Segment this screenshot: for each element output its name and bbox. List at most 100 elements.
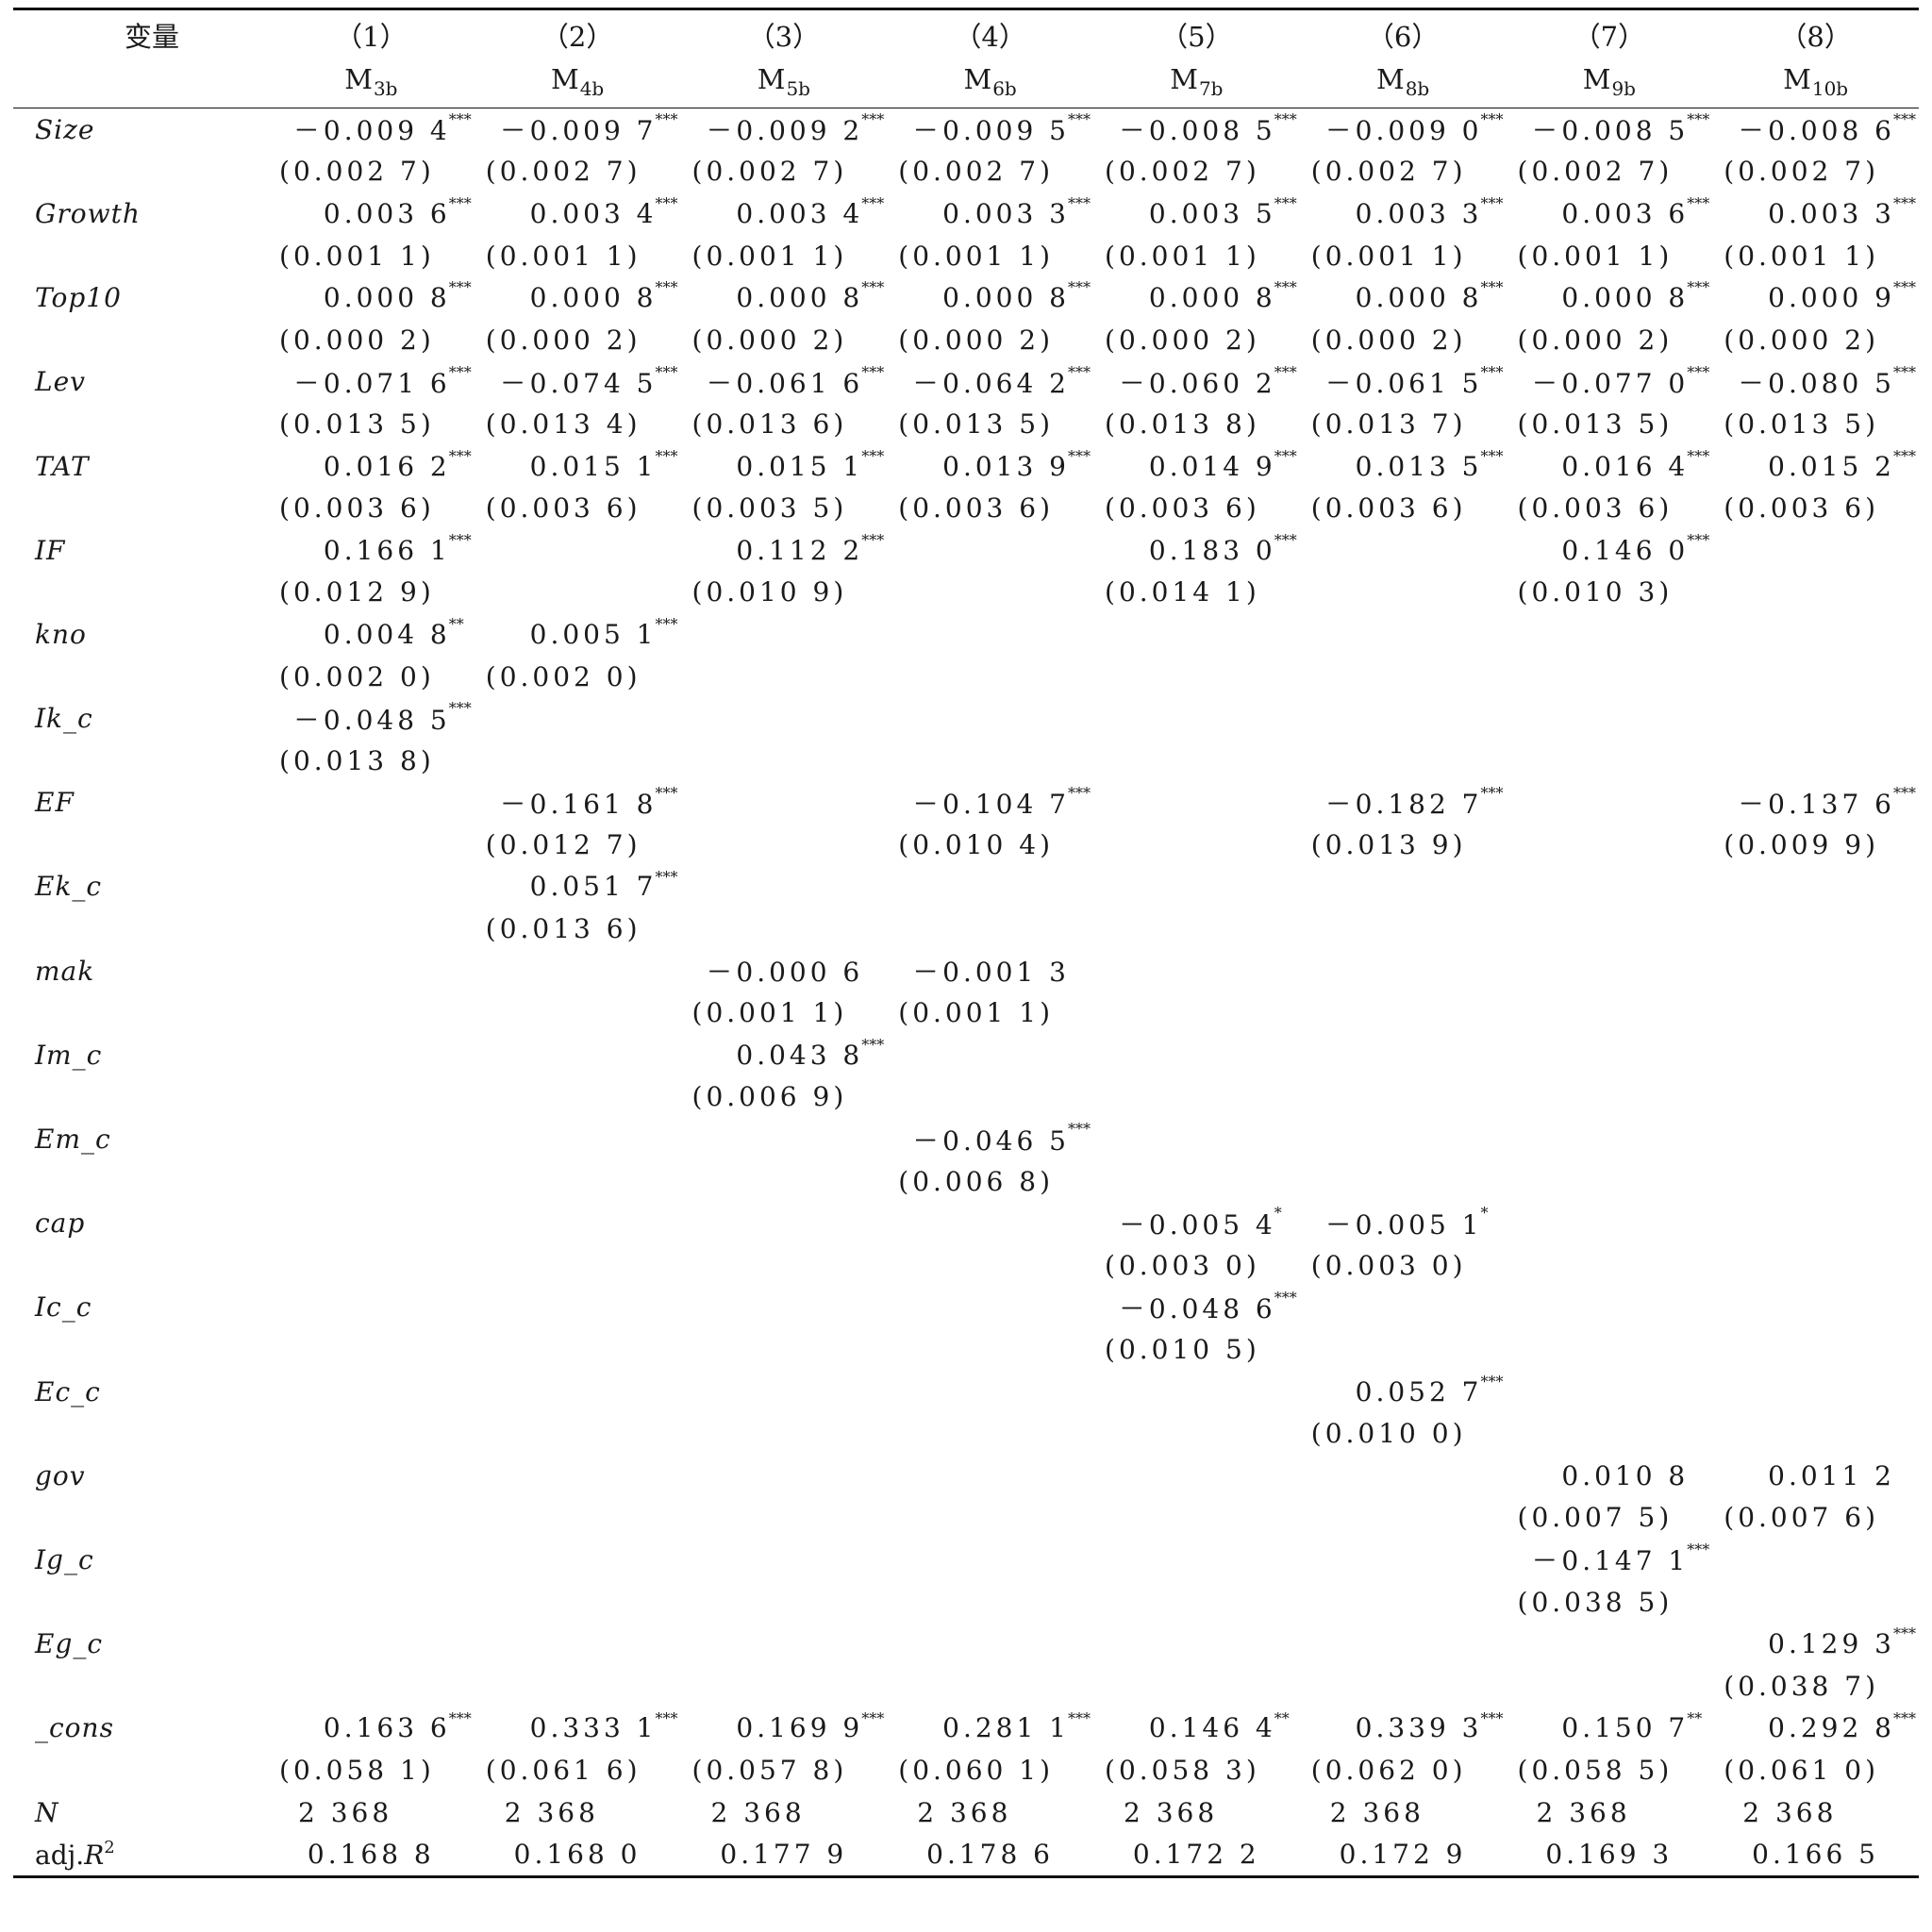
coefficient-value: －0.061 6 <box>706 367 864 399</box>
coefficient-cell: －0.161 8 *** <box>475 782 681 824</box>
coefficient-value: 0.016 4 <box>1561 450 1690 482</box>
coefficient-cell <box>1507 1287 1713 1329</box>
coefficient-value: 0.003 6 <box>1561 197 1690 229</box>
standard-error-cell <box>475 991 681 1034</box>
significance-stars: *** <box>1068 446 1091 465</box>
significance-stars: *** <box>655 446 678 465</box>
significance-stars: *** <box>1687 194 1710 213</box>
standard-error-cell: (0.001 1) <box>1724 240 1879 272</box>
standard-error-cell <box>681 1244 888 1287</box>
standard-error-cell: (0.001 1) <box>898 240 1054 272</box>
model-name-1: M3b <box>268 55 475 108</box>
coefficient-cell <box>1093 1371 1300 1413</box>
standard-error-cell <box>1507 1328 1713 1371</box>
table-row-coef: Ek_c 0.051 7 *** <box>13 866 1919 908</box>
coefficient-value: －0.104 7 <box>912 788 1070 820</box>
table-row-se: (0.058 1) (0.061 6) (0.057 8) (0.060 1) (0.0… <box>13 1749 1919 1791</box>
standard-error-cell: (0.013 5) <box>898 408 1054 440</box>
standard-error-cell: (0.013 6) <box>485 913 641 945</box>
significance-stars: * <box>1480 1204 1489 1223</box>
variable-name: Growth <box>35 197 141 229</box>
model-header-blank <box>13 55 268 108</box>
coefficient-cell <box>887 1034 1093 1076</box>
adj-r2-value: 0.168 0 <box>474 1833 681 1878</box>
coefficient-cell: －0.071 6 *** <box>268 361 475 404</box>
standard-error-cell <box>1712 1328 1919 1371</box>
standard-error-cell <box>1093 991 1300 1034</box>
table-row-coef: Top10 0.000 8 *** 0.000 8 *** 0.000 8 *** 0.000… <box>13 276 1919 319</box>
standard-error-cell <box>1093 1665 1300 1707</box>
standard-error-cell <box>475 1160 681 1203</box>
significance-stars: *** <box>448 110 472 128</box>
coefficient-cell: －0.009 0 *** <box>1300 108 1507 151</box>
coefficient-cell <box>1507 1118 1713 1160</box>
coefficient-value: －0.137 6 <box>1738 788 1895 820</box>
significance-stars: *** <box>1068 110 1091 128</box>
se-label-blank <box>13 1665 268 1707</box>
standard-error-cell <box>681 1412 888 1455</box>
se-label-blank <box>13 740 268 782</box>
standard-error-cell <box>475 1076 681 1119</box>
table-row-coef: Ic_c －0.048 6 *** <box>13 1287 1919 1329</box>
coefficient-value: 0.014 9 <box>1148 450 1276 482</box>
variable-name: mak <box>35 955 95 987</box>
coefficient-value: 0.333 1 <box>529 1712 658 1744</box>
standard-error-cell: (0.012 9) <box>279 576 435 608</box>
standard-error-cell: (0.006 8) <box>898 1165 1054 1197</box>
coefficient-cell: 0.051 7 *** <box>475 866 681 908</box>
adj-r2-value: 0.172 9 <box>1299 1833 1507 1878</box>
standard-error-cell <box>1093 1076 1300 1119</box>
coefficient-cell <box>681 782 888 824</box>
model-name-7: M9b <box>1506 55 1713 108</box>
coefficient-cell: －0.005 4 * <box>1093 1202 1300 1244</box>
coefficient-cell <box>1093 782 1300 824</box>
standard-error-cell <box>268 1160 475 1203</box>
significance-stars: *** <box>655 783 678 802</box>
standard-error-cell: (0.003 6) <box>485 492 641 525</box>
coefficient-value: 0.000 8 <box>529 282 658 314</box>
coefficient-cell <box>681 1623 888 1665</box>
model-name-8: M10b <box>1712 55 1919 108</box>
standard-error-cell <box>1507 1160 1713 1203</box>
significance-stars: * <box>1274 1204 1282 1223</box>
standard-error-cell <box>681 1581 888 1624</box>
coefficient-cell: 0.013 9 *** <box>887 445 1093 488</box>
coefficient-cell <box>1507 866 1713 908</box>
standard-error-cell: (0.002 7) <box>1310 156 1467 188</box>
standard-error-cell <box>1300 991 1507 1034</box>
coefficient-cell <box>887 1371 1093 1413</box>
variable-name: kno <box>35 618 87 650</box>
coefficient-cell: －0.074 5 *** <box>475 361 681 404</box>
standard-error-cell <box>475 572 681 614</box>
table-row-se: (0.012 9) (0.010 9) (0.014 1) (0.010 3) <box>13 572 1919 614</box>
significance-stars: *** <box>1068 362 1091 381</box>
model-subscript: 8b <box>1405 76 1430 100</box>
model-name-6: M8b <box>1299 55 1507 108</box>
coefficient-cell: 0.003 3 *** <box>1712 192 1919 235</box>
standard-error-cell: (0.003 0) <box>1310 1249 1467 1281</box>
standard-error-cell: (0.010 9) <box>691 576 848 608</box>
table-row-coef: TAT 0.016 2 *** 0.015 1 *** 0.015 1 *** 0.013 9… <box>13 445 1919 488</box>
standard-error-cell <box>1507 1412 1713 1455</box>
coefficient-cell <box>1712 529 1919 572</box>
coefficient-cell: 0.014 9 *** <box>1093 445 1300 488</box>
significance-stars: *** <box>1893 1708 1916 1727</box>
table-row-se: (0.001 1) (0.001 1) <box>13 991 1919 1034</box>
significance-stars: *** <box>861 530 885 549</box>
significance-stars: *** <box>1687 530 1710 549</box>
standard-error-cell <box>268 824 475 866</box>
significance-stars: *** <box>861 362 885 381</box>
coefficient-value: －0.009 4 <box>292 115 451 147</box>
se-label-blank <box>13 235 268 277</box>
standard-error-cell <box>681 824 888 866</box>
coefficient-value: 0.013 9 <box>942 450 1070 482</box>
significance-stars: *** <box>1274 194 1297 213</box>
variable-name: gov <box>35 1459 86 1491</box>
standard-error-cell: (0.001 1) <box>485 240 641 272</box>
coefficient-value: 0.129 3 <box>1768 1628 1895 1660</box>
coefficient-value: 0.011 2 <box>1768 1459 1895 1491</box>
coefficient-cell <box>1300 1118 1507 1160</box>
significance-stars: *** <box>861 1708 885 1727</box>
significance-stars: *** <box>1687 278 1710 297</box>
coefficient-value: 0.000 8 <box>942 282 1070 314</box>
